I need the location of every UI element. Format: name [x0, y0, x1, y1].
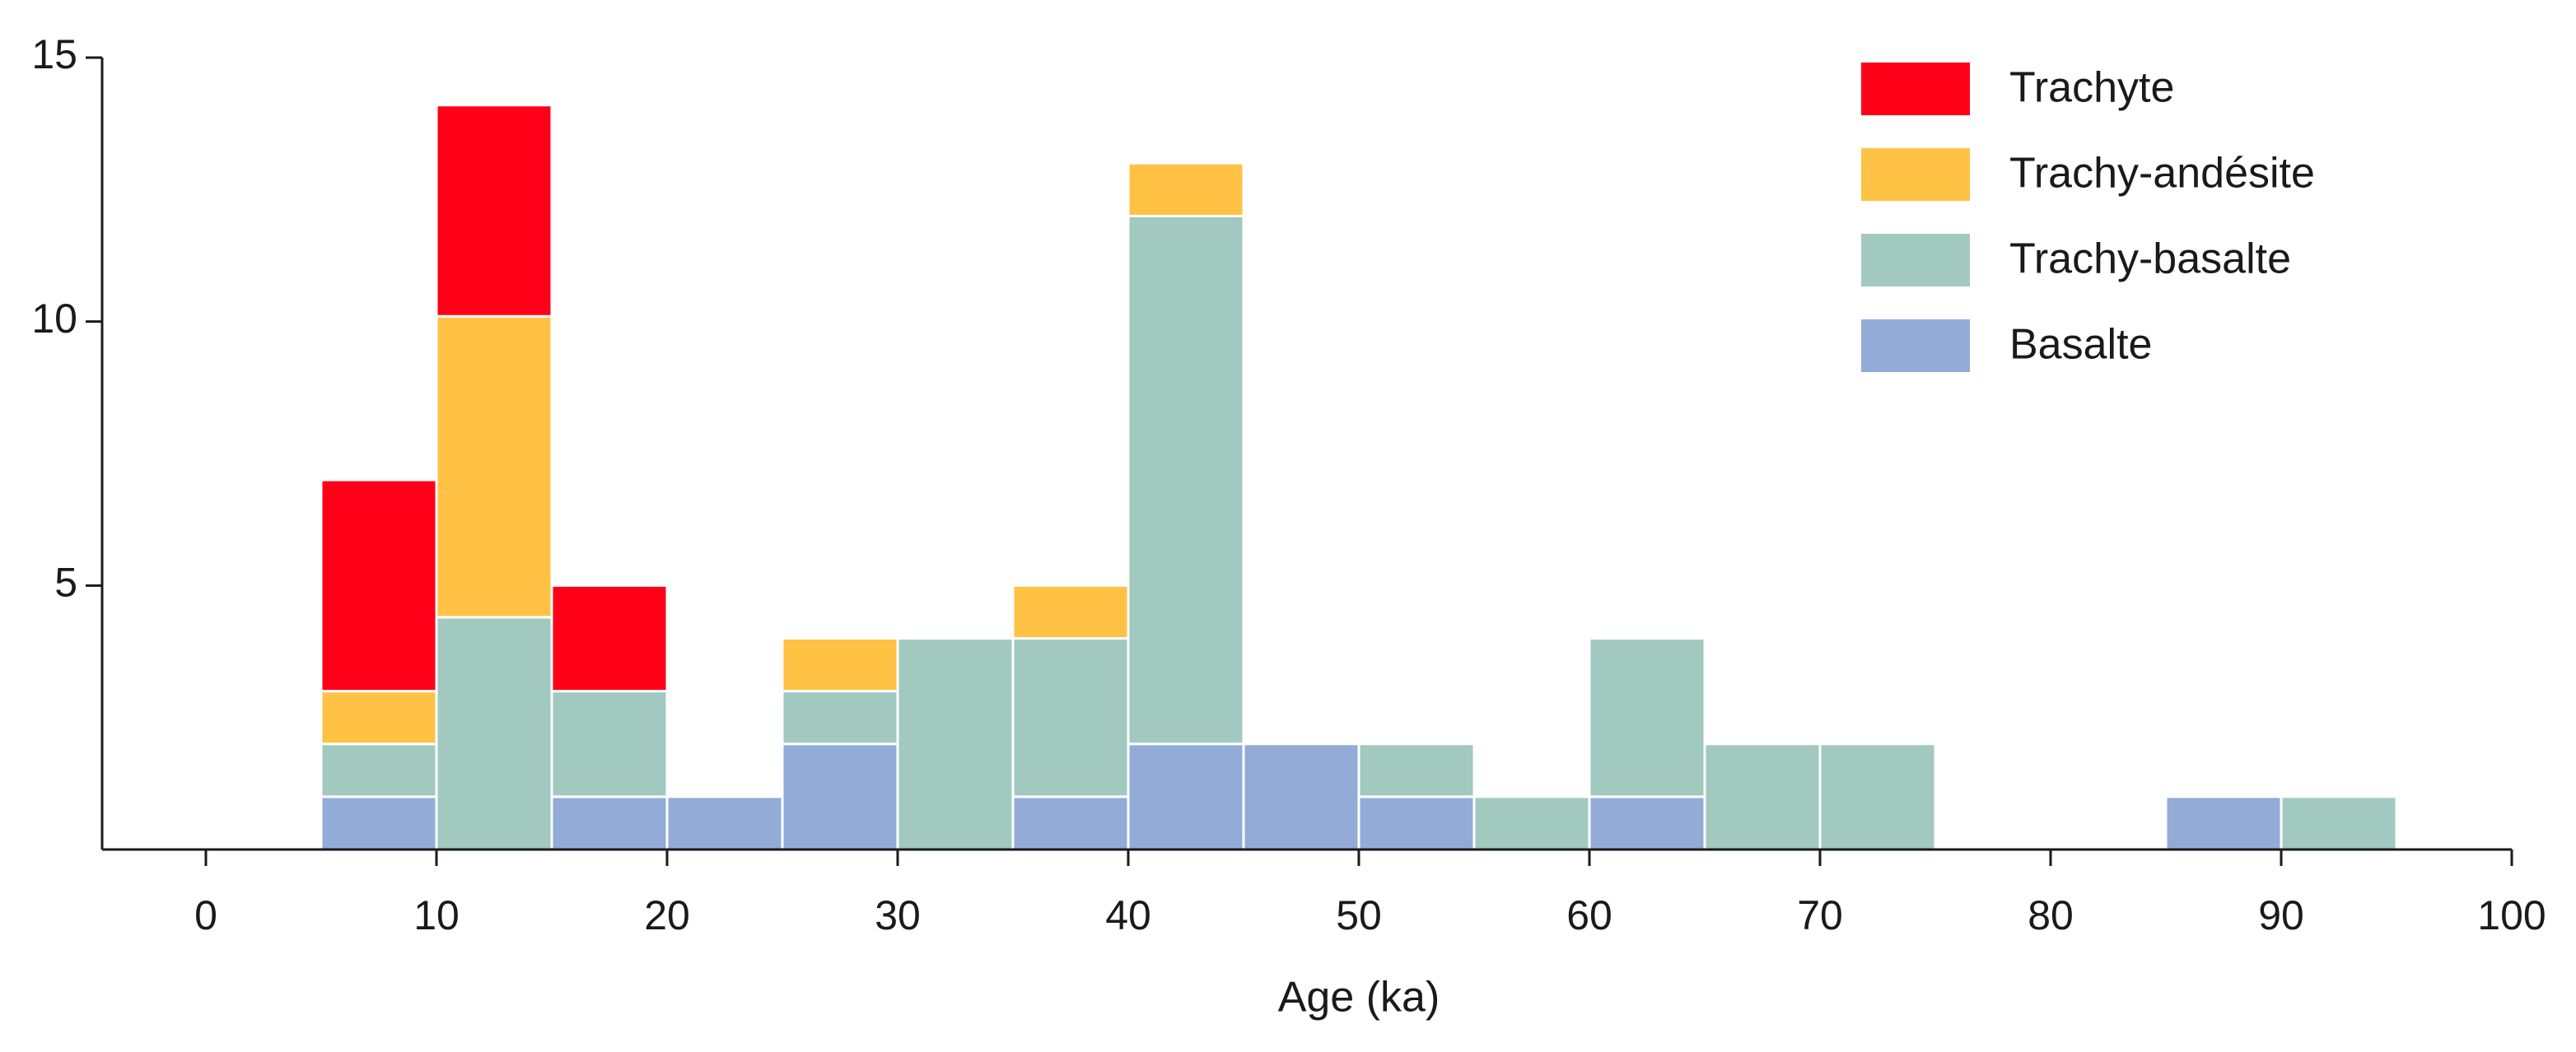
- legend-label: Trachy-basalte: [2009, 235, 2291, 283]
- x-tick-label: 0: [194, 892, 217, 938]
- bar: [2280, 795, 2398, 851]
- x-tick-label: 80: [2028, 892, 2074, 938]
- bar: [320, 478, 438, 693]
- bar: [896, 636, 1015, 851]
- y-tick-label: 10: [31, 296, 77, 342]
- legend-label: Trachyte: [2009, 64, 2174, 112]
- bar: [1127, 161, 1245, 217]
- x-tick-label: 40: [1105, 892, 1151, 938]
- bar: [1588, 795, 1706, 851]
- legend-swatch: [1861, 234, 1970, 286]
- legend-swatch: [1861, 63, 1970, 115]
- bar: [435, 616, 553, 851]
- bar: [1127, 214, 1245, 746]
- legend-swatch: [1861, 319, 1970, 372]
- x-tick-label: 20: [644, 892, 690, 938]
- x-axis-title: Age (ka): [1278, 974, 1440, 1022]
- legend-label: Basalte: [2009, 321, 2152, 369]
- bar: [1357, 795, 1476, 851]
- bar: [1127, 742, 1245, 851]
- bar: [1472, 795, 1591, 851]
- x-tick-label: 90: [2258, 892, 2304, 938]
- x-tick-label: 60: [1566, 892, 1612, 938]
- bar: [435, 314, 553, 619]
- bar: [1011, 584, 1130, 640]
- bar: [1242, 742, 1360, 851]
- bar: [1357, 742, 1476, 798]
- bar: [2164, 795, 2283, 851]
- bar: [781, 690, 899, 746]
- x-tick-label: 50: [1336, 892, 1382, 938]
- bar: [1011, 795, 1130, 851]
- bar: [1818, 742, 1937, 851]
- bar: [320, 742, 438, 798]
- bar: [320, 795, 438, 851]
- bar: [665, 795, 784, 851]
- bar: [550, 795, 669, 851]
- x-tick-label: 30: [875, 892, 921, 938]
- bar: [550, 690, 669, 798]
- bar: [781, 636, 899, 693]
- bar: [781, 742, 899, 851]
- y-tick-label: 5: [54, 560, 77, 606]
- bar: [1588, 636, 1706, 798]
- bar: [435, 104, 553, 318]
- x-tick-label: 70: [1797, 892, 1843, 938]
- bar: [550, 584, 669, 693]
- legend-swatch: [1861, 148, 1970, 201]
- x-tick-label: 10: [413, 892, 460, 938]
- x-tick-label: 100: [2477, 892, 2546, 938]
- legend-label: Trachy-andésite: [2009, 150, 2315, 198]
- y-tick-label: 15: [31, 31, 77, 77]
- bar: [320, 690, 438, 746]
- bar: [1703, 742, 1822, 851]
- bar: [1011, 636, 1130, 798]
